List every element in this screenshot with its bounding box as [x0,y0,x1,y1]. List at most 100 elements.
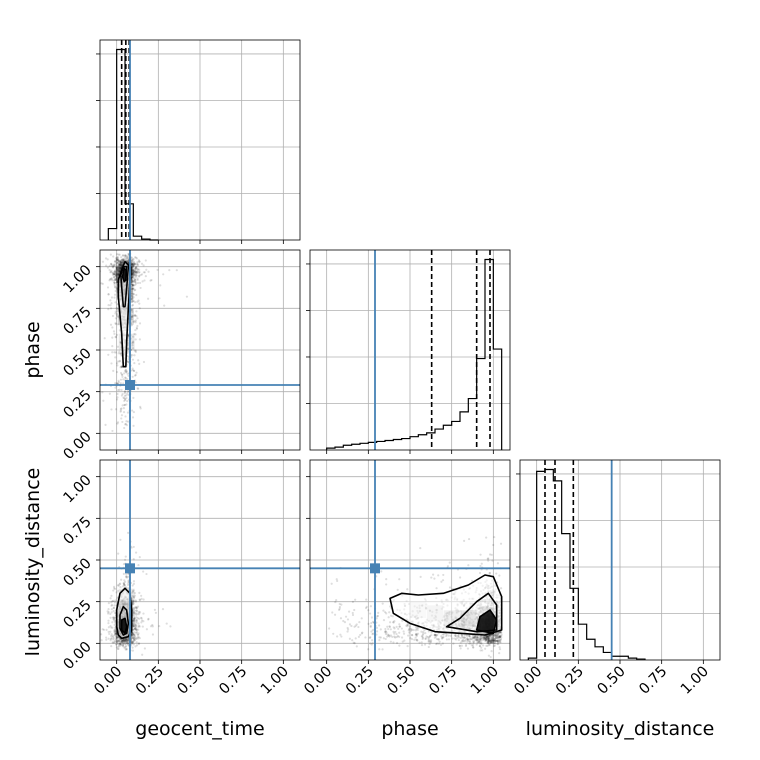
sample-point [114,632,117,636]
sample-point [123,584,127,587]
sample-point [130,256,133,260]
sample-point [400,636,404,639]
sample-point [360,617,363,620]
sample-point [371,628,374,632]
sample-point [406,588,409,591]
sample-point [490,635,493,638]
sample-point [119,266,122,269]
sample-point [139,407,142,410]
sample-point [131,259,134,262]
sample-point [478,638,481,642]
sample-point [495,639,499,642]
sample-point [123,403,126,407]
sample-point [415,627,418,631]
sample-point [430,633,433,637]
sample-point [368,636,371,639]
sample-point [124,580,127,583]
sample-point [124,368,127,371]
sample-point [131,637,134,640]
sample-point [109,262,113,266]
sample-point [133,280,136,283]
sample-point [134,270,137,273]
sample-point [119,261,123,264]
sample-point [115,370,119,374]
sample-point [130,280,134,284]
sample-point [143,279,146,282]
sample-point [446,565,450,568]
sample-point [117,259,120,263]
sample-point [151,625,154,628]
sample-point [109,278,112,281]
x-ticks-col-0: 0.00 0.25 0.50 0.75 1.00 [91,660,292,698]
sample-point [113,270,116,273]
sample-point [135,315,138,318]
sample-point [479,649,482,652]
sample-point [332,632,335,635]
sample-point [133,620,136,623]
sample-point [112,641,115,644]
sample-point [132,640,135,643]
sample-point [131,274,134,277]
sample-point [131,275,134,278]
sample-point [351,613,355,617]
sample-point [486,635,489,638]
sample-point [480,635,483,638]
sample-point [110,362,113,365]
sample-point [117,352,120,355]
sample-point [115,313,119,316]
sample-point [468,634,471,638]
sample-point [132,634,136,637]
sample-point [497,633,500,636]
sample-point [131,280,135,283]
sample-point [108,268,111,272]
sample-point [132,260,135,263]
sample-point [131,591,134,594]
sample-point [115,273,118,276]
sample-point [433,634,436,637]
sample-point [117,264,120,267]
sample-point [491,634,495,638]
sample-point [123,639,127,642]
sample-point [498,635,501,638]
sample-point [115,382,118,385]
sample-point [115,267,118,270]
sample-point [393,635,396,638]
sample-point [402,630,405,633]
sample-point [117,647,120,650]
sample-point [131,646,134,649]
sample-point [138,260,141,263]
sample-point [124,640,127,643]
sample-point [485,637,488,640]
sample-point [381,602,384,605]
sample-point [122,572,125,576]
sample-point [144,275,147,278]
sample-point [133,624,136,627]
sample-point [494,637,497,640]
sample-point [485,637,488,640]
sample-point [473,639,476,642]
sample-point [478,571,482,575]
sample-point [131,375,134,378]
sample-point [131,340,135,343]
sample-point [121,640,124,643]
sample-point [441,636,445,639]
sample-point [115,333,119,337]
sample-point [133,627,136,631]
sample-point [113,271,117,274]
sample-point [333,613,337,616]
sample-point [488,571,492,575]
sample-point [116,639,119,642]
sample-point [117,636,120,639]
sample-point [119,263,122,266]
sample-point [489,641,492,644]
sample-point [135,609,138,612]
sample-point [475,638,478,641]
sample-point [133,637,136,640]
histogram-step-phase [326,258,503,450]
y-tick-label: 1.00 [61,472,95,506]
sample-point [429,640,433,643]
sample-point [115,277,118,280]
sample-point [120,641,123,644]
sample-point [437,637,440,641]
sample-point [114,336,117,339]
